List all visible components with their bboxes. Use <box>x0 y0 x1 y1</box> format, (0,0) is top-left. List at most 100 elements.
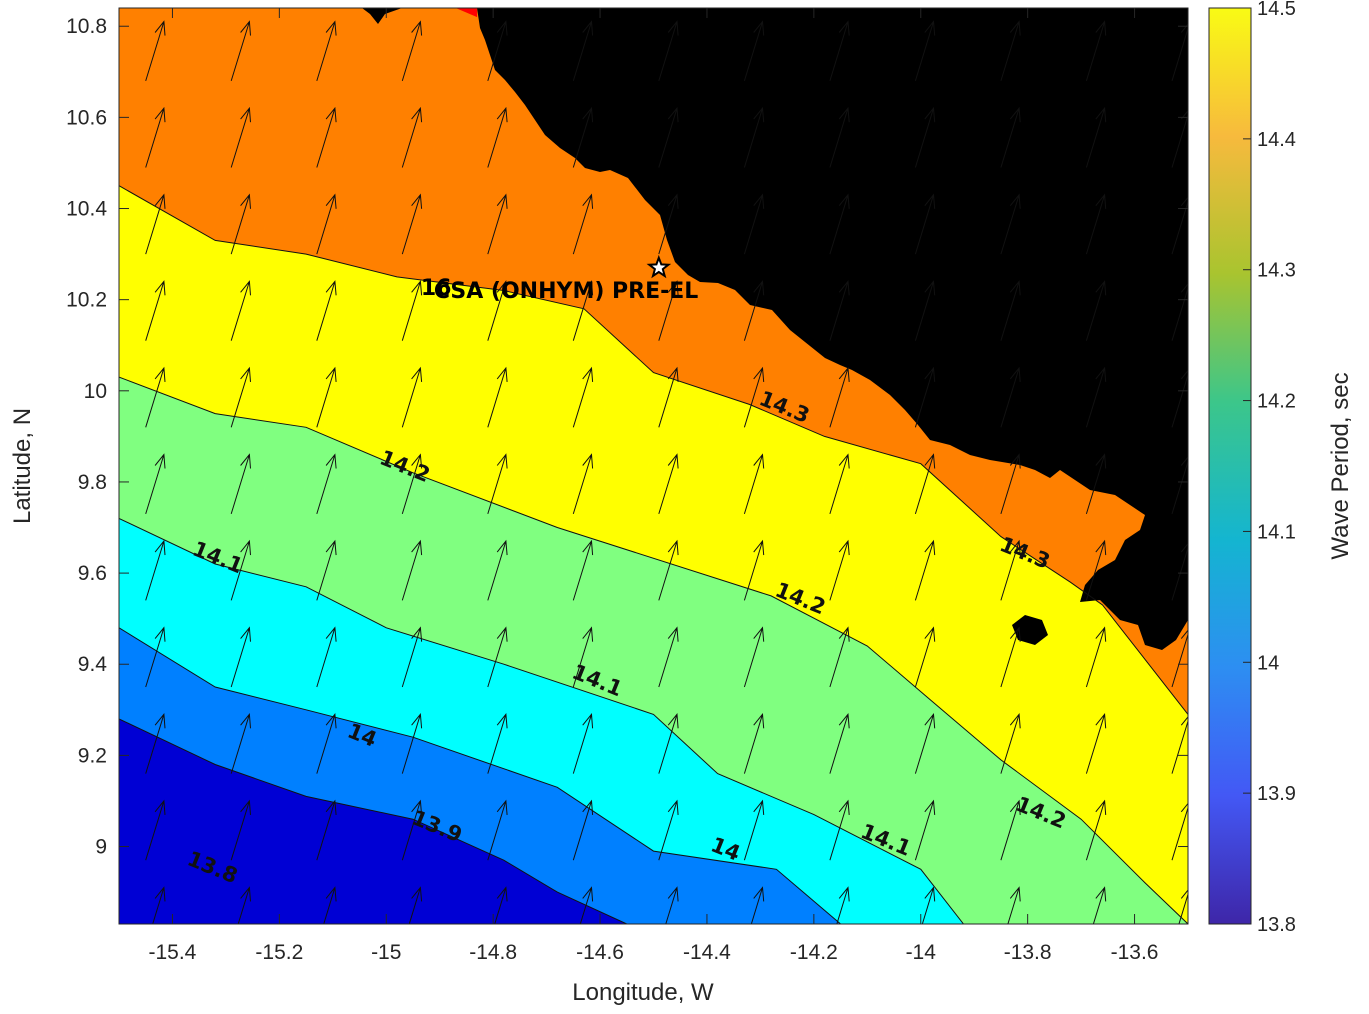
wave-arrow <box>914 626 936 688</box>
wave-arrow <box>401 280 423 341</box>
station-star-icon <box>646 254 672 279</box>
colorbar-gradient <box>1208 7 1252 925</box>
y-tick-label: 10 <box>84 380 107 403</box>
wave-arrow <box>572 20 594 82</box>
x-tick-label: -14.6 <box>576 941 624 964</box>
station-marker: 16 CSA (ONHYM) PRE-EL <box>421 254 698 304</box>
colorbar-tick-label: 14.1 <box>1257 521 1296 543</box>
wave-arrow <box>1085 366 1107 428</box>
wave-arrow <box>572 106 594 168</box>
wave-arrow <box>829 280 850 341</box>
wave-arrow <box>145 280 166 341</box>
wave-arrow <box>323 886 337 924</box>
wave-arrow <box>316 539 337 601</box>
wave-arrow <box>316 713 337 774</box>
contour-band-3 <box>119 518 1188 924</box>
wave-arrow <box>1171 629 1188 688</box>
wave-arrow <box>1000 539 1021 601</box>
wave-arrow <box>1000 106 1021 168</box>
wave-arrow <box>829 626 850 688</box>
wave-arrow <box>316 626 337 688</box>
wave-arrow <box>750 886 765 924</box>
colorbar: 13.8 13.9 14 14.1 14.2 14.3 14.4 14.5 Wave Peri… <box>1208 0 1354 936</box>
contour-line-14.3 <box>119 185 1188 715</box>
colorbar-tick-label: 14.3 <box>1257 260 1296 282</box>
wave-arrow <box>316 366 337 428</box>
wave-arrow <box>572 539 594 601</box>
wave-arrow <box>145 193 166 255</box>
wave-arrow <box>401 453 423 515</box>
wave-arrow <box>1171 110 1188 168</box>
wave-arrow <box>658 626 679 688</box>
colorbar-tick-label: 14 <box>1257 652 1279 674</box>
wave-arrow <box>1171 196 1188 255</box>
wave-arrow <box>1000 366 1021 428</box>
wave-arrow <box>914 193 936 255</box>
wave-arrow <box>145 366 166 428</box>
wave-arrow <box>914 799 936 861</box>
wave-arrow <box>487 20 508 82</box>
wave-arrow <box>1000 193 1021 255</box>
wave-arrow <box>145 539 166 601</box>
y-axis-label: Latitude, N <box>9 408 36 524</box>
coastline-land <box>340 8 1188 650</box>
wave-arrow <box>658 799 679 861</box>
wave-arrow <box>743 453 765 515</box>
wave-arrow <box>1007 886 1021 924</box>
plot-area: 13.813.9141414.114.114.114.214.214.214.3… <box>119 8 1188 924</box>
wave-arrow <box>1000 799 1021 861</box>
wave-arrow <box>145 626 166 688</box>
colorbar-tick-label: 14.5 <box>1257 0 1296 20</box>
wave-arrow <box>743 366 765 428</box>
wave-arrow <box>230 799 251 861</box>
wave-arrow <box>145 799 166 861</box>
wave-arrow <box>145 453 166 515</box>
station-label: CSA (ONHYM) PRE-EL <box>434 279 698 304</box>
wave-arrow <box>401 20 423 82</box>
wave-arrow <box>487 193 508 255</box>
wave-arrow <box>743 713 765 774</box>
wave-arrow <box>743 799 765 861</box>
wave-arrow <box>316 20 337 82</box>
y-tick-label: 10.6 <box>66 106 107 129</box>
wave-arrow <box>743 20 765 82</box>
y-tick-label: 10.2 <box>66 289 107 312</box>
wave-arrow <box>658 20 679 82</box>
colorbar-label: Wave Period, sec <box>1327 372 1354 559</box>
wave-arrow <box>230 280 251 341</box>
wave-arrow <box>494 886 508 924</box>
wave-arrow <box>316 193 337 255</box>
wave-arrow <box>1085 626 1107 688</box>
wave-arrow <box>829 539 850 601</box>
wave-arrow <box>316 280 337 341</box>
wave-arrow <box>401 366 423 428</box>
contour-band-4 <box>119 377 1188 924</box>
y-axis: 9 9.2 9.4 9.6 9.8 10 10.2 10.4 10.6 10.8 <box>66 15 1188 859</box>
colorbar-tick-label: 14.2 <box>1257 391 1296 413</box>
wave-arrow <box>658 713 679 774</box>
x-tick-label: -13.8 <box>1004 941 1052 964</box>
wave-arrow <box>829 453 850 515</box>
contour-band-1 <box>119 718 1188 924</box>
x-tick-label: -15.4 <box>149 941 197 964</box>
wave-arrow <box>1092 886 1107 924</box>
wave-arrow <box>829 193 850 255</box>
contour-line-14.1 <box>119 517 964 924</box>
wave-arrow <box>829 799 850 861</box>
wave-arrow <box>401 193 423 255</box>
x-tick-label: -14.8 <box>469 941 517 964</box>
wave-arrow <box>408 886 423 924</box>
wave-arrow <box>743 193 765 255</box>
wave-arrow <box>1085 193 1107 255</box>
wave-arrow <box>579 886 594 924</box>
contour-band-2 <box>119 627 1188 924</box>
wave-arrow <box>1171 542 1188 601</box>
wave-arrow <box>829 106 850 168</box>
wave-arrow <box>829 713 850 774</box>
wave-arrow <box>316 106 337 168</box>
wave-arrow <box>572 193 594 255</box>
wave-arrow <box>572 453 594 515</box>
wave-arrow <box>1171 456 1188 515</box>
wave-arrow <box>1085 20 1107 82</box>
x-tick-label: -14 <box>906 941 937 964</box>
